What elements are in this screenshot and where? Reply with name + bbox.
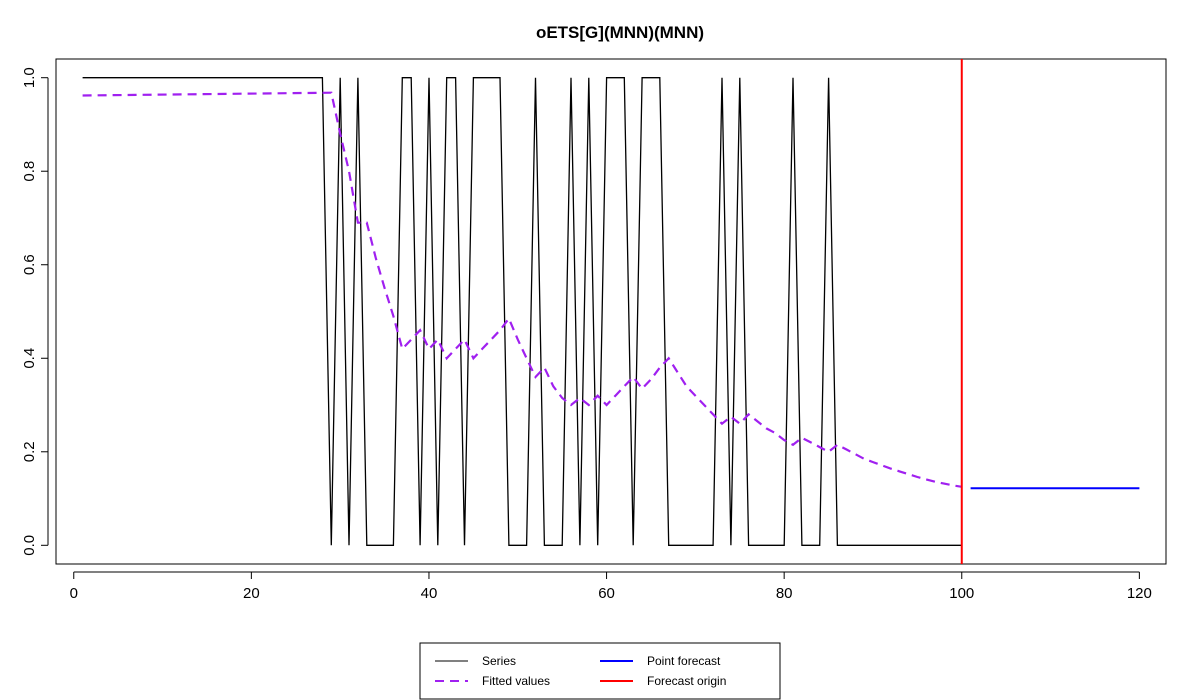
- legend-label-series: Series: [482, 654, 516, 668]
- x-tick-label: 40: [421, 585, 438, 602]
- x-axis: 0 20 40 60 80 100 120: [70, 571, 1152, 602]
- x-tick-label: 20: [243, 585, 260, 602]
- y-tick-label: 0.8: [21, 161, 38, 182]
- y-tick-label: 0.0: [21, 535, 38, 556]
- x-tick-label: 60: [598, 585, 615, 602]
- y-axis: 0.0 0.2 0.4 0.6 0.8 1.0: [21, 67, 49, 556]
- y-tick-label: 1.0: [21, 67, 38, 88]
- y-tick-label: 0.2: [21, 441, 38, 462]
- x-tick-label: 120: [1127, 585, 1152, 602]
- legend-box: [419, 642, 781, 700]
- x-tick-label: 80: [776, 585, 793, 602]
- legend-label-forecast-origin: Forecast origin: [647, 674, 726, 688]
- legend: Series Fitted values Point forecast Forecas…: [419, 642, 781, 700]
- chart-title: oETS[G](MNN)(MNN): [536, 23, 704, 42]
- y-tick-label: 0.4: [21, 348, 38, 369]
- series-line-series: [82, 77, 962, 546]
- legend-label-point-forecast: Point forecast: [647, 654, 721, 668]
- plot-frame: [55, 58, 1167, 565]
- legend-label-fitted-values: Fitted values: [482, 674, 550, 688]
- x-tick-label: 100: [949, 585, 974, 602]
- x-tick-label: 0: [70, 585, 78, 602]
- y-tick-label: 0.6: [21, 254, 38, 275]
- series-layer: [82, 59, 1140, 564]
